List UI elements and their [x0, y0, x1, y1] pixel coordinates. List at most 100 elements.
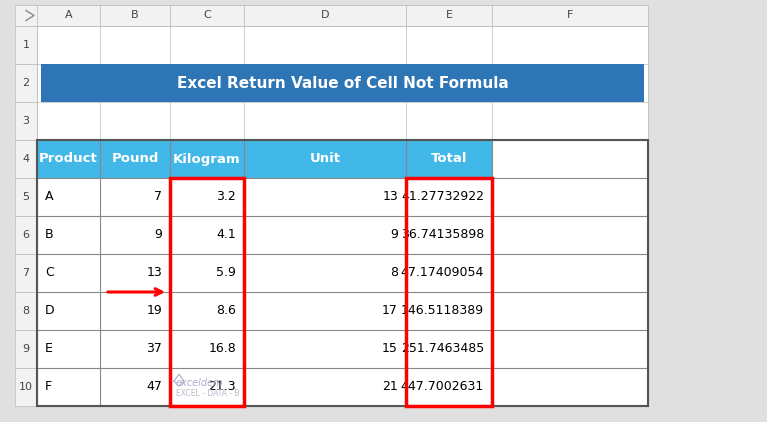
Bar — [15, 5, 648, 26]
Text: C: C — [203, 11, 211, 21]
Text: 8.6: 8.6 — [216, 305, 236, 317]
Bar — [406, 5, 492, 26]
Bar — [100, 254, 170, 292]
Text: 17: 17 — [382, 305, 398, 317]
Text: EXCEL - DATA - B: EXCEL - DATA - B — [176, 389, 239, 398]
Text: 251.7463485: 251.7463485 — [400, 343, 484, 355]
Text: 5.9: 5.9 — [216, 267, 236, 279]
Bar — [170, 5, 244, 26]
Text: 37: 37 — [146, 343, 162, 355]
Bar — [15, 140, 37, 178]
Bar — [100, 178, 170, 216]
Text: 41.27732922: 41.27732922 — [401, 190, 484, 203]
Text: 47.17409054: 47.17409054 — [400, 267, 484, 279]
Text: 4: 4 — [22, 154, 30, 164]
Bar — [37, 330, 100, 368]
Text: 9: 9 — [390, 228, 398, 241]
Bar — [100, 140, 170, 178]
Text: F: F — [45, 381, 52, 393]
Bar — [244, 140, 406, 178]
Bar — [15, 26, 37, 64]
Text: D: D — [321, 11, 329, 21]
Bar — [406, 292, 492, 330]
Text: 447.7002631: 447.7002631 — [400, 381, 484, 393]
Bar — [15, 330, 37, 368]
Bar — [100, 5, 170, 26]
Bar — [15, 368, 37, 406]
Bar — [15, 178, 37, 216]
Text: 5: 5 — [22, 192, 29, 202]
Text: 7: 7 — [22, 268, 30, 278]
Text: Excel Return Value of Cell Not Formula: Excel Return Value of Cell Not Formula — [176, 76, 509, 90]
Bar — [37, 368, 100, 406]
Bar — [37, 216, 100, 254]
Bar — [37, 140, 648, 406]
Text: Pound: Pound — [111, 152, 159, 165]
Bar — [406, 216, 492, 254]
Text: 19: 19 — [146, 305, 162, 317]
Bar — [41, 64, 644, 102]
Bar — [406, 254, 492, 292]
Bar — [170, 368, 244, 406]
Bar — [406, 178, 492, 216]
Text: B: B — [131, 11, 139, 21]
Text: 1: 1 — [22, 40, 29, 50]
Text: 21.3: 21.3 — [209, 381, 236, 393]
Bar — [37, 26, 648, 406]
Text: 47: 47 — [146, 381, 162, 393]
Bar — [100, 330, 170, 368]
Text: E: E — [446, 11, 453, 21]
Text: A: A — [64, 11, 72, 21]
Text: C: C — [45, 267, 54, 279]
Bar — [37, 254, 100, 292]
Bar — [37, 292, 100, 330]
Bar — [100, 292, 170, 330]
Text: 15: 15 — [382, 343, 398, 355]
Text: exceldem: exceldem — [176, 378, 224, 388]
Bar — [244, 368, 406, 406]
Bar — [244, 292, 406, 330]
Text: 16.8: 16.8 — [209, 343, 236, 355]
Text: Kilogram: Kilogram — [173, 152, 241, 165]
Bar — [100, 216, 170, 254]
Bar — [37, 140, 100, 178]
Text: E: E — [45, 343, 53, 355]
Bar — [406, 330, 492, 368]
Bar — [170, 330, 244, 368]
Text: 3: 3 — [22, 116, 29, 126]
Text: 7: 7 — [154, 190, 162, 203]
Bar — [15, 102, 37, 140]
Bar — [170, 140, 244, 178]
Text: 21: 21 — [382, 381, 398, 393]
Text: 13: 13 — [146, 267, 162, 279]
Text: 10: 10 — [19, 382, 33, 392]
Bar — [37, 178, 100, 216]
Text: 8: 8 — [390, 267, 398, 279]
Bar — [406, 140, 492, 178]
Text: 13: 13 — [382, 190, 398, 203]
Text: A: A — [45, 190, 54, 203]
Bar — [15, 64, 37, 102]
Bar — [170, 178, 244, 406]
Bar — [100, 368, 170, 406]
Text: D: D — [45, 305, 54, 317]
Text: 146.5118389: 146.5118389 — [401, 305, 484, 317]
Bar — [406, 178, 492, 406]
Text: 9: 9 — [154, 228, 162, 241]
Text: 6: 6 — [22, 230, 29, 240]
Bar — [492, 5, 648, 26]
Bar — [15, 216, 37, 254]
Bar — [244, 216, 406, 254]
Bar — [244, 178, 406, 216]
Bar — [15, 292, 37, 330]
Bar — [406, 368, 492, 406]
Text: 4.1: 4.1 — [216, 228, 236, 241]
Text: F: F — [567, 11, 573, 21]
Bar — [244, 5, 406, 26]
Bar — [170, 292, 244, 330]
Text: Product: Product — [39, 152, 98, 165]
Text: 3.2: 3.2 — [216, 190, 236, 203]
Bar — [37, 5, 100, 26]
Text: Total: Total — [431, 152, 467, 165]
Bar — [170, 178, 244, 216]
